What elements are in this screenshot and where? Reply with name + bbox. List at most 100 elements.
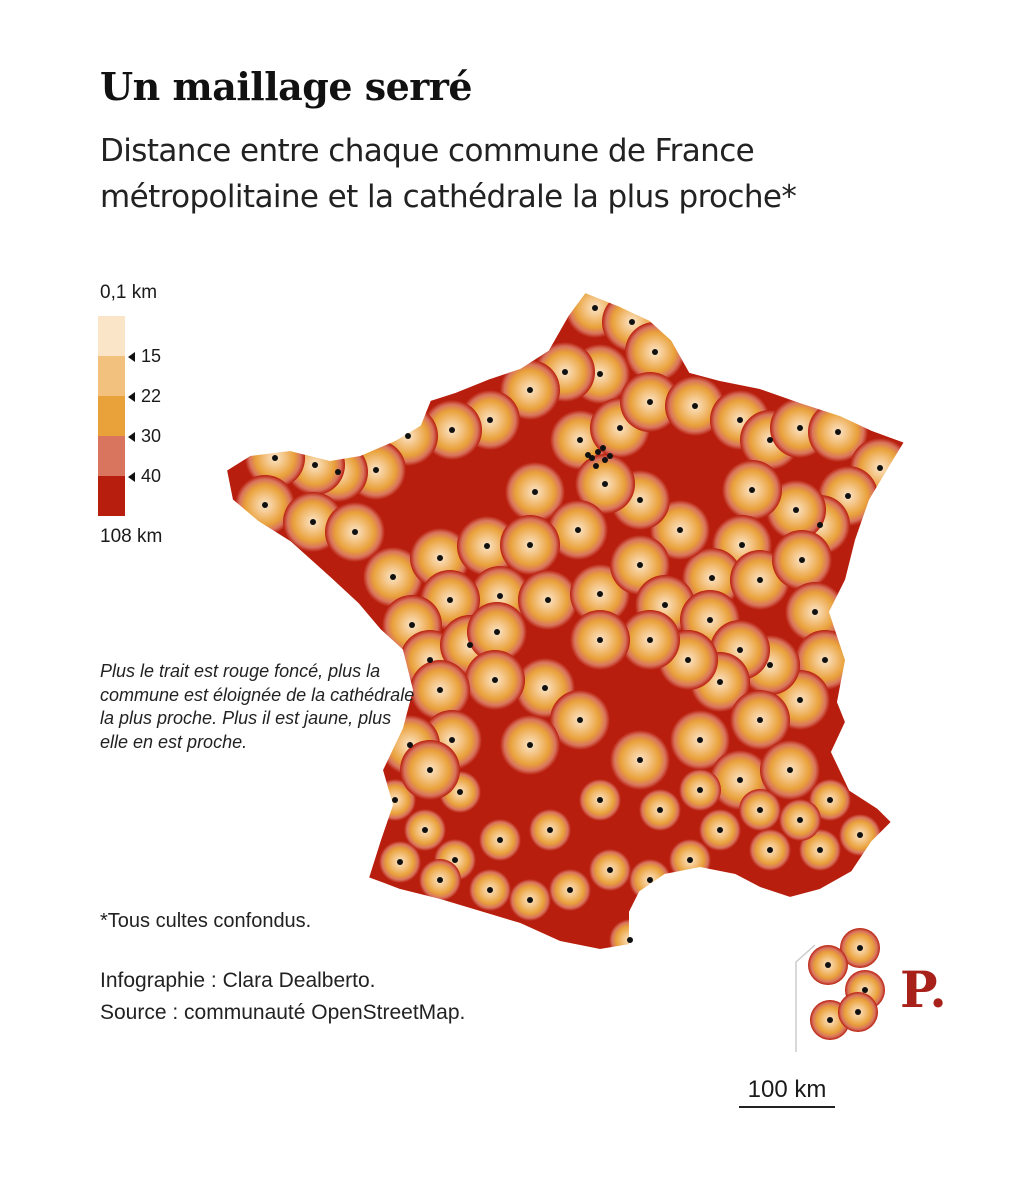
cathedral-dot	[817, 847, 823, 853]
cathedral-dots	[262, 305, 883, 1023]
cathedral-dot	[427, 767, 433, 773]
cathedral-dot	[787, 767, 793, 773]
cathedral-dot	[405, 433, 411, 439]
cathedral-dot	[793, 507, 799, 513]
cathedral-dot	[492, 677, 498, 683]
cathedral-dot	[497, 593, 503, 599]
cathedral-dot-paris	[607, 453, 613, 459]
scale-line	[739, 1106, 835, 1108]
cathedral-dot	[687, 857, 693, 863]
cathedral-dot	[657, 807, 663, 813]
cathedral-dot-corsica	[825, 962, 831, 968]
legend-swatch-4	[98, 436, 125, 476]
cathedral-dot-corsica	[862, 987, 868, 993]
cathedral-dot	[677, 527, 683, 533]
legend-tick-40: 40	[128, 466, 161, 486]
cathedral-dot	[877, 465, 883, 471]
corsica-inset-frame	[795, 944, 816, 1052]
cathedral-dot	[797, 817, 803, 823]
cathedral-dot	[437, 877, 443, 883]
cathedral-dot	[739, 542, 745, 548]
tick-arrow-icon	[128, 352, 135, 363]
cathedral-dot	[597, 637, 603, 643]
cathedral-dot	[799, 557, 805, 563]
cathedral-dot	[487, 417, 493, 423]
cathedral-dot	[697, 737, 703, 743]
cathedral-dot	[494, 629, 500, 635]
reading-note: Plus le trait est rouge foncé, plus la c…	[100, 661, 415, 752]
cathedral-dot	[662, 602, 668, 608]
cathedral-dot	[427, 657, 433, 663]
cathedral-dot	[797, 697, 803, 703]
cathedral-dot	[749, 487, 755, 493]
mainland-cells	[226, 292, 905, 950]
cathedral-dot	[717, 679, 723, 685]
cathedral-dot	[487, 887, 493, 893]
cathedral-dot	[709, 575, 715, 581]
cathedral-dot	[835, 429, 841, 435]
cathedral-dot	[390, 574, 396, 580]
footnote: *Tous cultes confondus.	[100, 910, 312, 932]
credits: Infographie : Clara Dealberto. Source : …	[100, 965, 465, 1029]
cathedral-dot	[647, 637, 653, 643]
cathedral-dot-corsica	[827, 1017, 833, 1023]
cathedral-dot	[767, 437, 773, 443]
cathedral-dot-paris	[602, 457, 608, 463]
legend-swatch-1	[98, 316, 125, 356]
cathedral-dot	[637, 562, 643, 568]
cathedral-dot	[737, 777, 743, 783]
tick-arrow-icon	[128, 472, 135, 483]
legend-tick-30: 30	[128, 426, 161, 446]
france-outline	[224, 290, 907, 952]
cathedral-dot	[592, 305, 598, 311]
cathedral-dot	[627, 937, 633, 943]
cathedral-dot	[545, 597, 551, 603]
cathedral-dot	[452, 857, 458, 863]
cathedral-dot	[542, 685, 548, 691]
cathedral-dot	[457, 789, 463, 795]
cathedral-dot-corsica	[857, 945, 863, 951]
cathedral-dot-paris	[595, 449, 601, 455]
cathedral-dot	[637, 757, 643, 763]
cathedral-dot	[652, 349, 658, 355]
cathedral-dot	[497, 837, 503, 843]
france-map	[224, 290, 907, 1052]
legend-max-label: 108 km	[100, 526, 163, 547]
cathedral-dot	[575, 527, 581, 533]
cathedral-dot	[857, 832, 863, 838]
cathedral-dot	[647, 399, 653, 405]
cathedral-dot	[717, 827, 723, 833]
cathedral-dot	[272, 455, 278, 461]
cathedral-dot	[617, 425, 623, 431]
cathedral-dot	[697, 787, 703, 793]
cathedral-dot	[392, 797, 398, 803]
credit-source: Source : communauté OpenStreetMap.	[100, 1001, 466, 1024]
cathedral-dot	[484, 543, 490, 549]
cathedral-dot	[647, 877, 653, 883]
cathedral-dot	[597, 371, 603, 377]
legend-tick-22: 22	[128, 386, 161, 406]
cathedral-dot	[437, 555, 443, 561]
cathedral-dot	[757, 717, 763, 723]
cathedral-dot	[312, 462, 318, 468]
cathedral-dot	[812, 609, 818, 615]
cathedral-dot	[397, 859, 403, 865]
legend-color-bar	[98, 316, 125, 516]
cathedral-dot	[797, 425, 803, 431]
cathedral-dot	[737, 417, 743, 423]
cathedral-dot	[449, 427, 455, 433]
credit-author: Infographie : Clara Dealberto.	[100, 969, 376, 992]
cathedral-dot	[422, 827, 428, 833]
cathedral-dot	[527, 897, 533, 903]
cathedral-dot	[409, 622, 415, 628]
cathedral-dot	[449, 737, 455, 743]
cathedral-dot	[737, 647, 743, 653]
cathedral-dot	[437, 687, 443, 693]
cathedral-dot	[597, 797, 603, 803]
publisher-logo: P.	[900, 960, 947, 1019]
cathedral-dot	[262, 502, 268, 508]
cathedral-dot	[602, 481, 608, 487]
cathedral-dot	[597, 591, 603, 597]
cathedral-dot	[757, 807, 763, 813]
scale-label: 100 km	[747, 1076, 827, 1103]
